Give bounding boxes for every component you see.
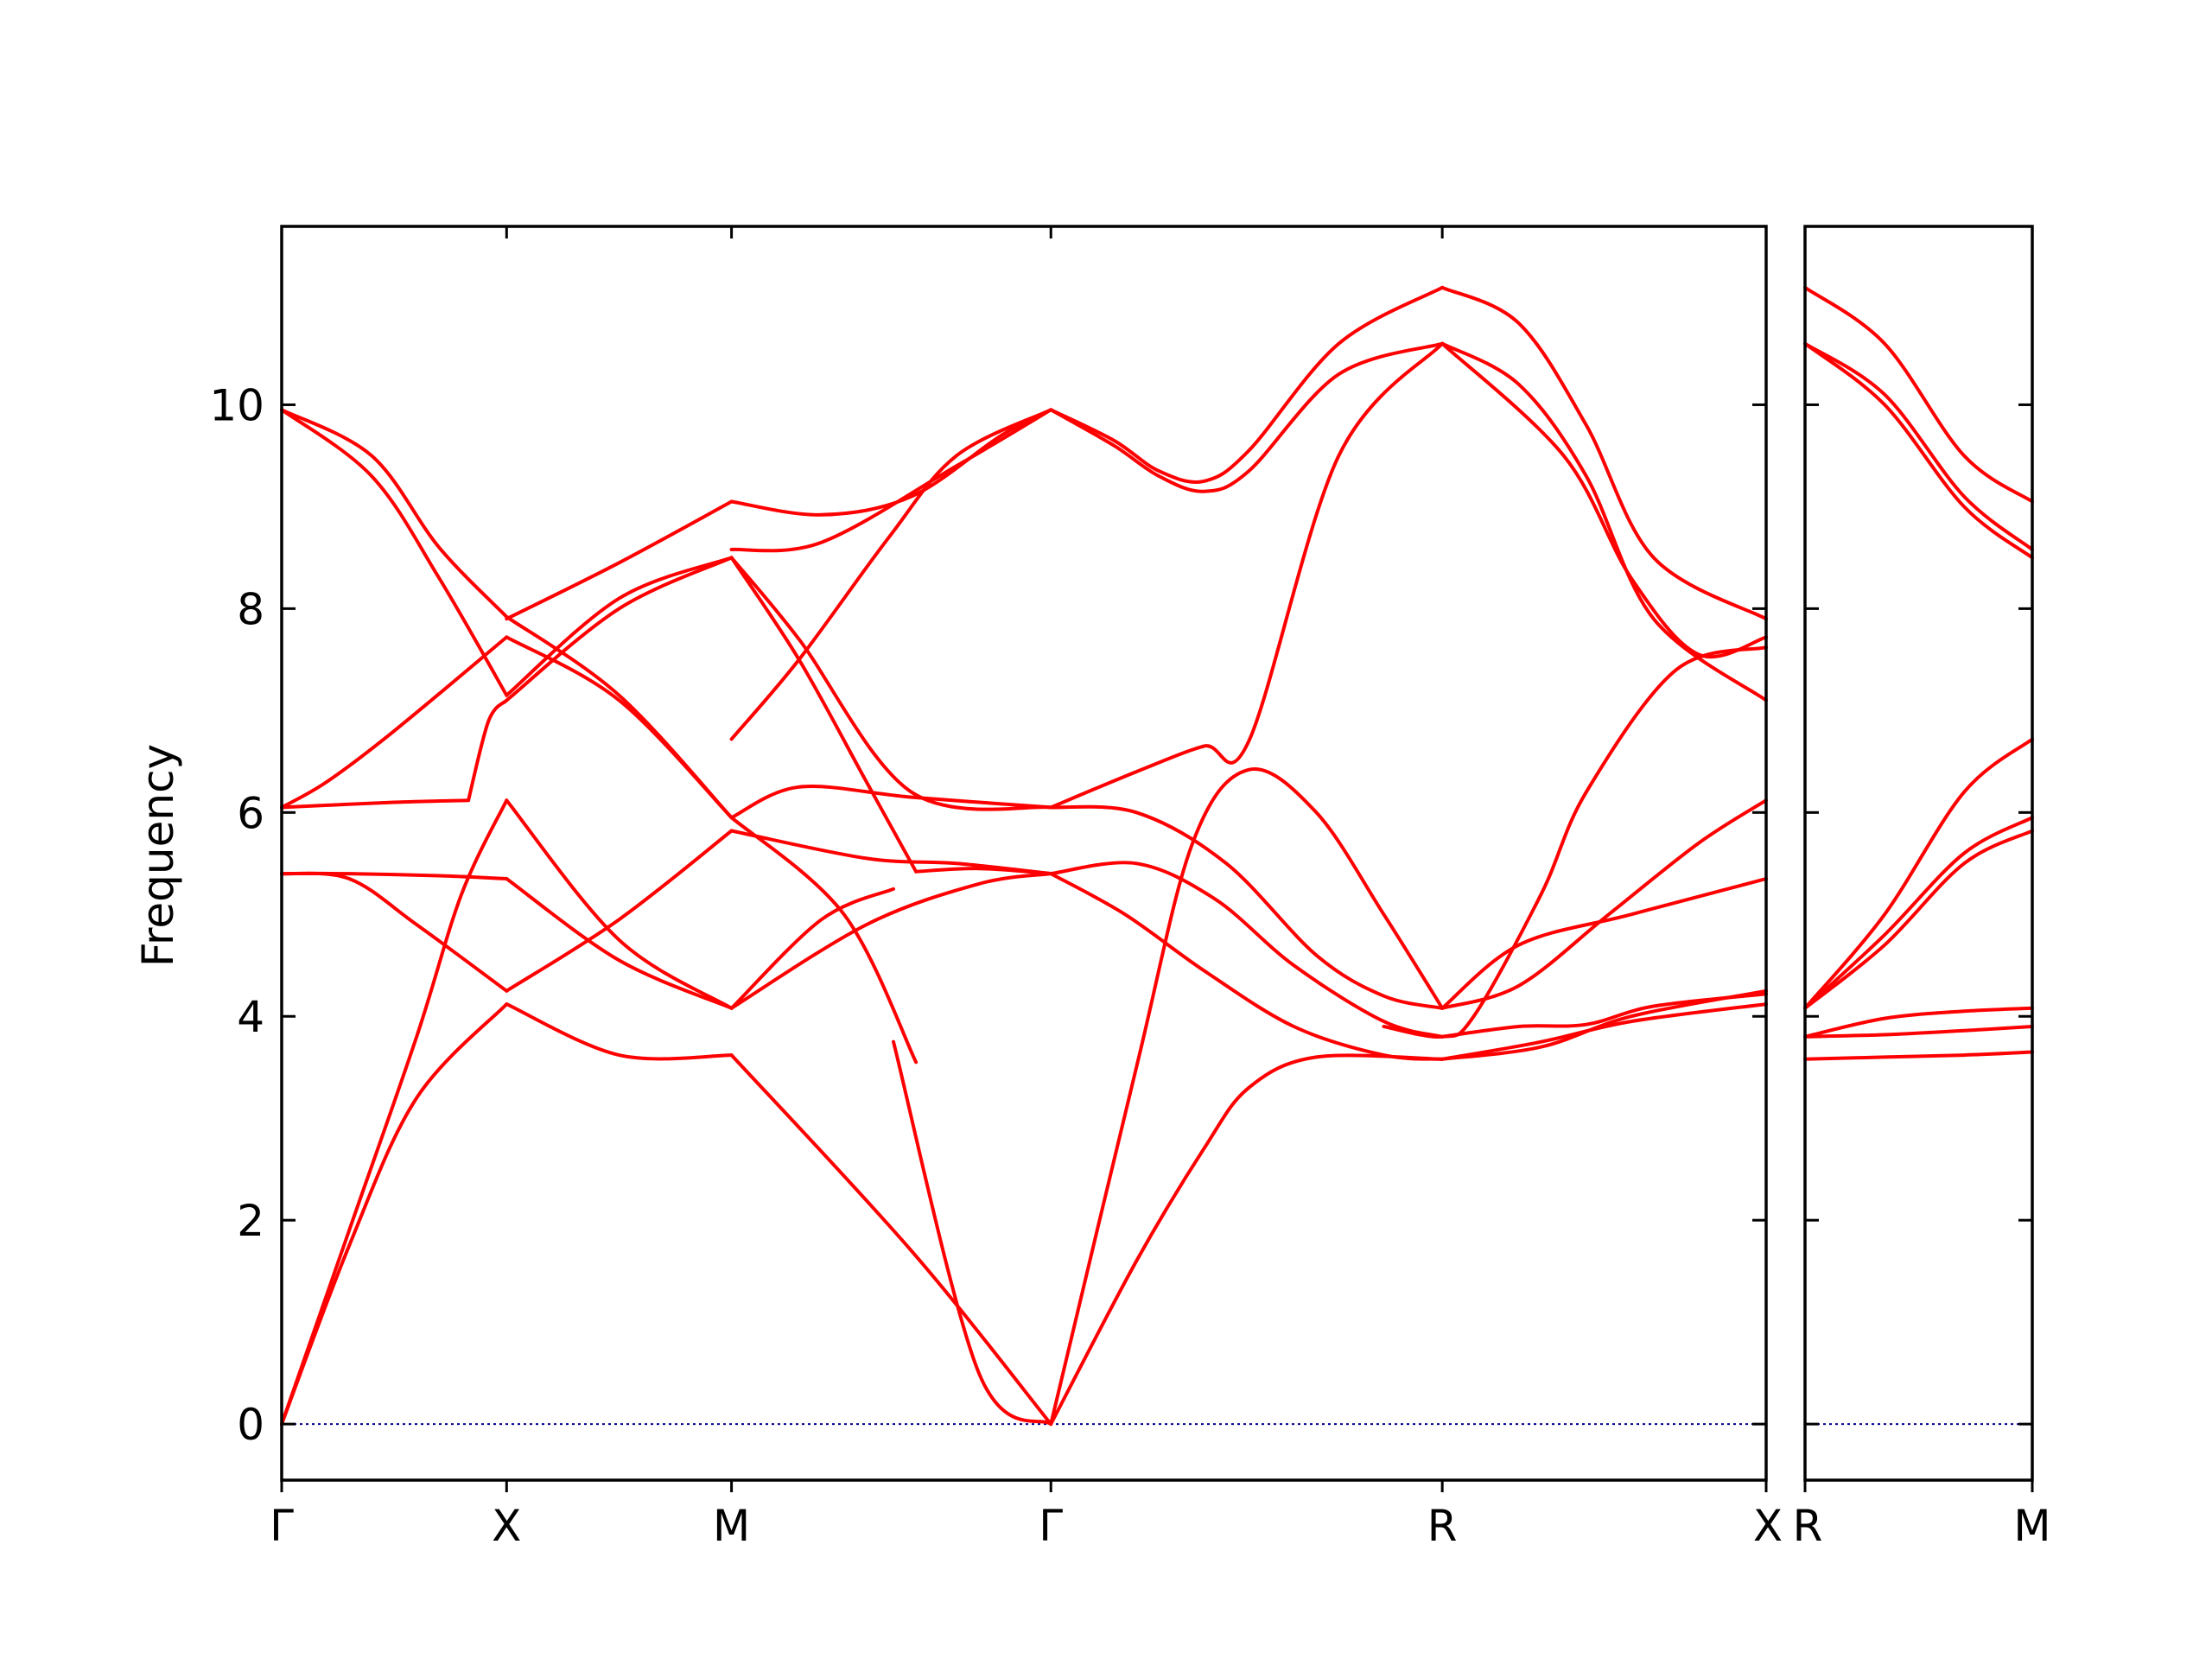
panel-2-frame [1803, 225, 2034, 1482]
panel-1-band-line-10 [729, 556, 1053, 811]
panel-1-xtick-label-3: M [713, 1501, 750, 1551]
panel-1-band-line-29 [729, 408, 1053, 517]
panel-1-band-line-7 [280, 798, 471, 810]
panel-1-band-line-31 [729, 408, 1053, 741]
panel-2-band-line-8 [1803, 341, 2034, 551]
panel-1-band-line-36 [1049, 861, 1445, 1039]
panel-1-band-line-38 [1049, 767, 1445, 1427]
panel-1-band-line-44 [1049, 341, 1445, 493]
ytick-label-6: 10 [209, 380, 264, 430]
panel-1-band-line-34 [1049, 872, 1445, 1061]
panel-1-xtick-label-1: Γ [270, 1501, 294, 1551]
panel-1-band-line-5 [505, 798, 734, 1010]
panel-2-band-line-5 [1803, 816, 2034, 1010]
panel-1-xtick-label-2: X [492, 1501, 521, 1551]
panel-1-xtick-label-4: Γ [1039, 1501, 1063, 1551]
panel-1-band-line-17 [892, 1039, 1053, 1427]
panel-1-band-line-33 [1440, 1002, 1768, 1061]
panel-1-band-line-18 [280, 871, 509, 993]
panel-1-bands [280, 285, 1768, 1427]
panel-2-xtick-label-1: R [1793, 1501, 1823, 1551]
panel-2-band-line-3 [1803, 1006, 2034, 1039]
panel-1-band-line-27 [914, 867, 1053, 876]
panel-1-band-line-1 [280, 1002, 509, 1427]
panel-1-band-line-9 [505, 556, 734, 702]
panel-1-band-line-43 [1440, 341, 1768, 659]
panel-2-band-line-2 [1803, 1025, 2034, 1039]
panel-1-band-line-30 [729, 408, 1053, 553]
panel-1-band-line-22 [505, 614, 734, 820]
panel-2-band-line-4 [1803, 829, 2034, 1010]
panel-1-band-line-3 [729, 1053, 1053, 1427]
panel-1-band-line-42 [1049, 341, 1445, 810]
panel-1-band-line-21 [280, 408, 509, 619]
panel-2-band-line-7 [1803, 341, 2034, 560]
panel-1-band-line-15 [505, 877, 734, 1010]
panel-1-band-line-37 [1440, 992, 1768, 1039]
panel-1-band-line-23 [729, 816, 918, 1065]
ytick-label-5: 8 [237, 584, 264, 634]
panel-1-band-line-4 [280, 798, 509, 1427]
panel-1-band-line-45 [1440, 341, 1768, 702]
panel-1-band-line-26 [729, 556, 918, 874]
panel-1-band-line-48 [1382, 645, 1768, 1039]
panel-1-band-line-11 [280, 635, 509, 810]
panel-1-band-line-13 [729, 785, 1053, 820]
ytick-label-4: 6 [237, 788, 264, 838]
panel-1-band-line-32 [1049, 1053, 1445, 1427]
panel-1-band-line-24 [280, 408, 509, 697]
panel-1-band-line-28 [505, 499, 734, 621]
panel-1-band-line-6 [729, 872, 1053, 1010]
ytick-label-1: 0 [237, 1400, 264, 1450]
panel-2-band-line-9 [1803, 285, 2034, 504]
panel-1-band-line-25 [505, 556, 734, 697]
panel-1-band-line-41 [1440, 877, 1768, 1010]
panel-1-band-line-39 [1440, 798, 1768, 1010]
panel-1-band-line-19 [505, 829, 734, 993]
panel-1-band-line-35 [1440, 988, 1768, 1061]
panel-2-xtick-label-2: M [2013, 1501, 2050, 1551]
panel-1-band-line-16 [729, 887, 895, 1010]
panel-2-band-line-6 [1803, 737, 2034, 1010]
panel-1-band-line-46 [1049, 285, 1445, 484]
panel-2-band-line-1 [1803, 1050, 2034, 1061]
panel-1-band-line-2 [505, 1002, 734, 1061]
ytick-label-3: 4 [237, 992, 264, 1042]
y-axis-label: Frequency [133, 744, 183, 967]
panel-1-band-line-47 [1440, 285, 1768, 621]
ytick-label-2: 2 [237, 1196, 264, 1246]
panel-1-xtick-label-6: X [1753, 1501, 1783, 1551]
panel-1-frame [280, 225, 1768, 1482]
panel-1-xtick-label-5: R [1427, 1501, 1458, 1551]
panel-1-band-line-8 [467, 698, 509, 803]
panel-1-band-line-40 [1049, 804, 1445, 1010]
panel-2-bands [1803, 285, 2034, 1061]
